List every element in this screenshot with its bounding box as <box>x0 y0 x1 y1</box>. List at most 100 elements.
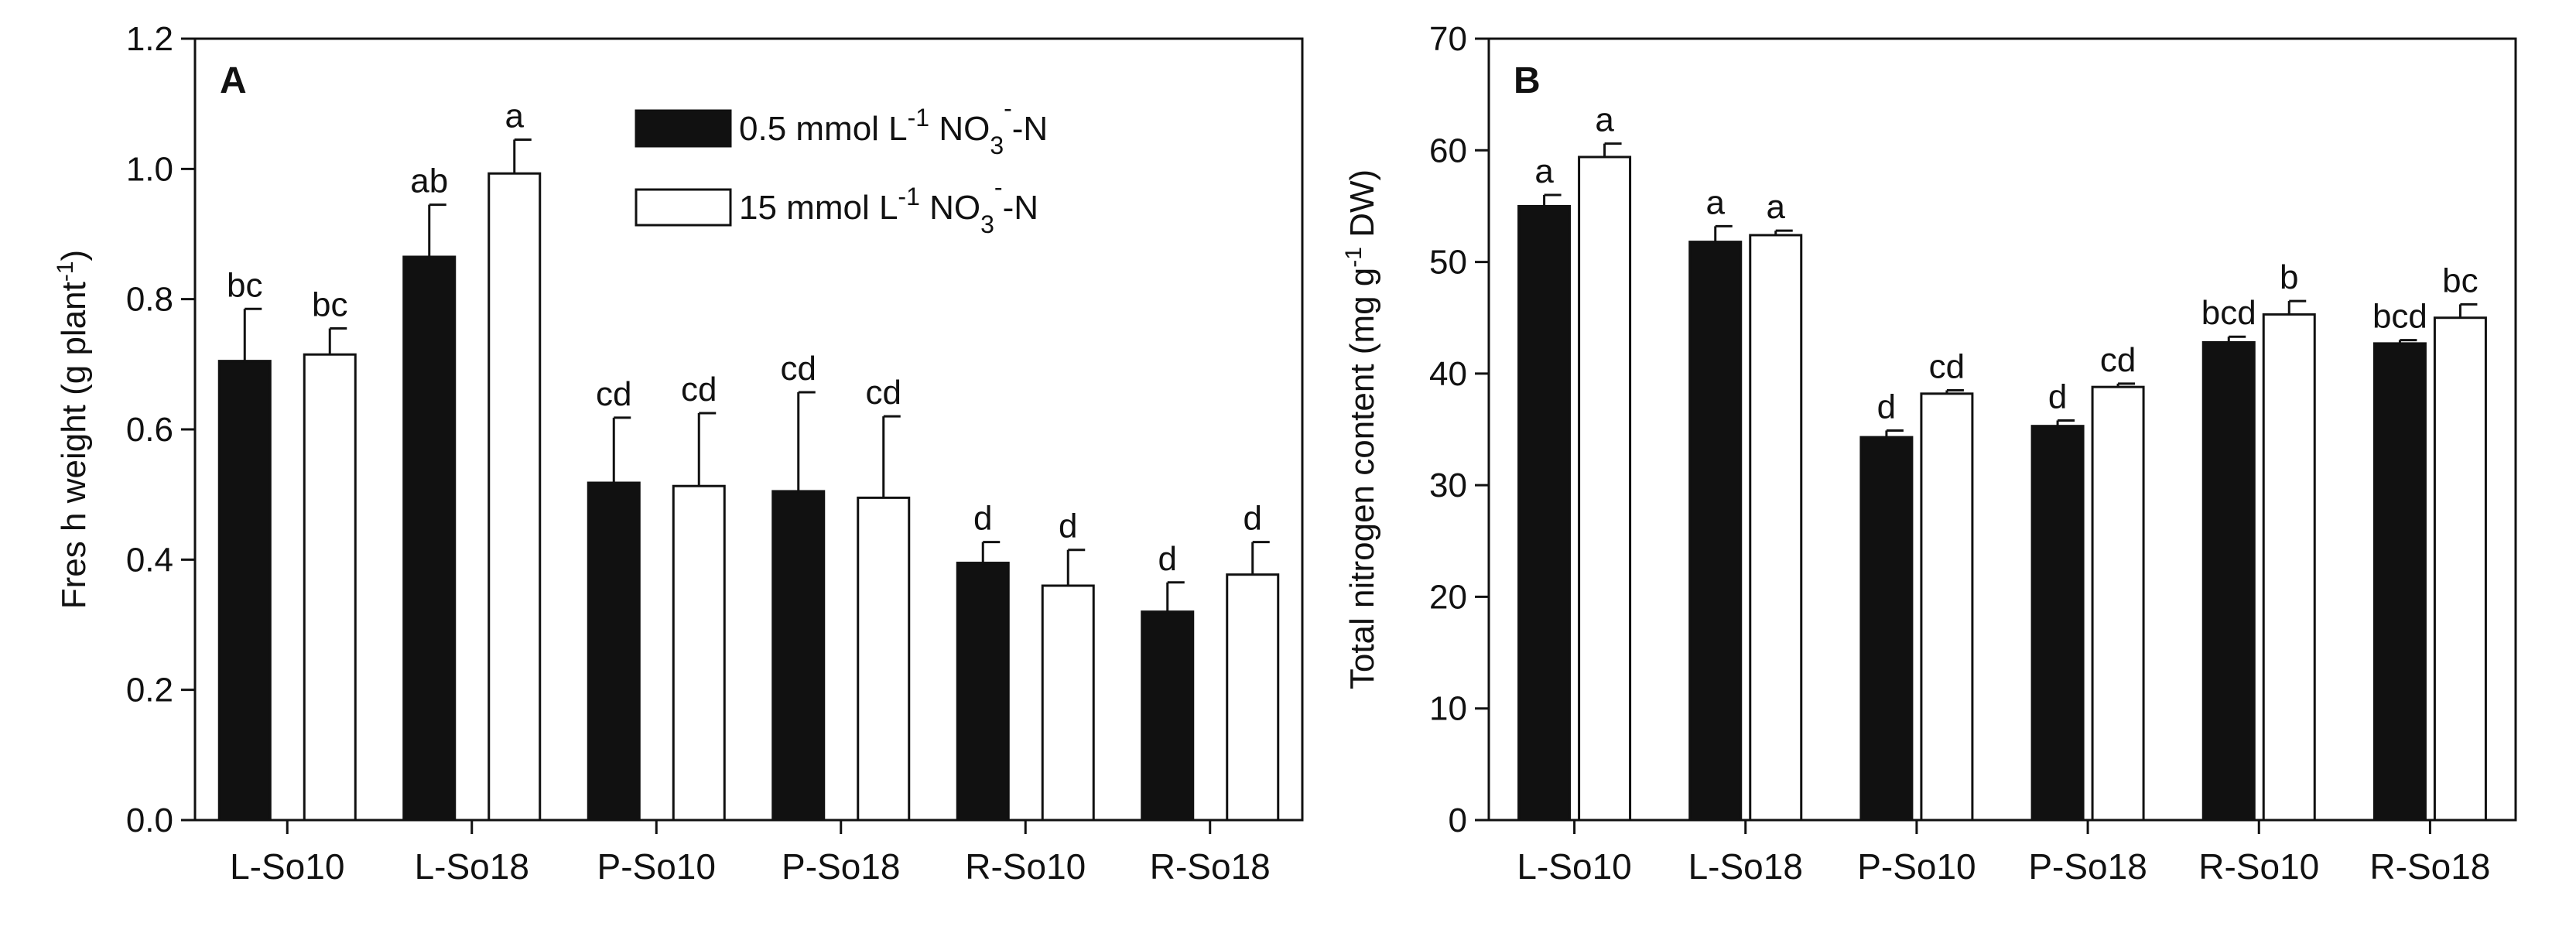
significance-letter: cd <box>1929 348 1965 386</box>
significance-letter: a <box>505 97 525 135</box>
bar-high-n-l-so10 <box>1578 156 1632 822</box>
legend-text: 15 mmol L <box>739 189 898 227</box>
significance-letter: a <box>1767 188 1786 226</box>
bar-high-n-r-so18 <box>2433 316 2487 822</box>
x-tick-label: L-So18 <box>1688 846 1803 887</box>
significance-letter: bc <box>227 266 262 304</box>
legend-swatch-high <box>635 188 732 227</box>
bar-high-n-l-so10 <box>303 353 357 822</box>
bar-high-n-l-so18 <box>487 172 542 822</box>
bar-low-n-r-so10 <box>956 562 1010 822</box>
bar-high-n-p-so18 <box>2091 385 2145 822</box>
x-tick-label: L-So10 <box>230 846 344 887</box>
significance-letter: a <box>1595 101 1614 139</box>
y-axis-title: Fres h weight (g plant-1) <box>53 250 94 609</box>
y-tick-label: 0.8 <box>126 281 173 319</box>
legend-sub: 3 <box>990 132 1004 159</box>
y-tick-label: 1.0 <box>126 150 173 188</box>
significance-letter: d <box>2048 378 2067 415</box>
bar-high-n-r-so18 <box>1226 573 1280 822</box>
significance-letter: a <box>1534 152 1554 190</box>
y-axis-title-tail: DW) <box>1343 169 1381 247</box>
y-tick-label: 30 <box>1429 467 1467 504</box>
legend-text: NO <box>929 110 990 148</box>
y-axis-title-sup: -1 <box>1341 247 1367 268</box>
legend: 0.5 mmol L-1 NO3--N15 mmol L-1 NO3--N <box>635 94 1048 238</box>
bar-low-n-l-so18 <box>1688 241 1743 822</box>
significance-letter: bc <box>312 286 347 324</box>
significance-letter: cd <box>681 371 717 408</box>
bar-low-n-p-so10 <box>1859 436 1914 822</box>
y-tick-label: 40 <box>1429 355 1467 393</box>
x-tick-label: L-So18 <box>415 846 529 887</box>
significance-letter: cd <box>2100 341 2136 379</box>
significance-letter: ab <box>410 162 448 200</box>
y-tick-label: 0 <box>1449 802 1467 839</box>
significance-letter: cd <box>866 374 901 412</box>
legend-sup: - <box>1004 94 1012 122</box>
y-tick-label: 0.0 <box>126 802 173 839</box>
legend-text: -N <box>1003 189 1038 227</box>
y-tick-label: 10 <box>1429 690 1467 728</box>
y-axis-title-main: Total nitrogen content (mg g <box>1343 268 1381 689</box>
x-tick-label: R-So18 <box>2369 846 2490 887</box>
significance-letter: bc <box>2442 261 2478 299</box>
y-axis-title-main: Fres h weight (g plant <box>55 282 93 609</box>
y-tick-label: 50 <box>1429 244 1467 282</box>
y-axis-title-sup: -1 <box>53 261 78 282</box>
x-tick-label: R-So10 <box>2198 846 2319 887</box>
significance-letter: bcd <box>2372 298 2427 336</box>
significance-letter: d <box>1244 500 1262 538</box>
bar-low-n-l-so10 <box>217 360 272 822</box>
legend-sub: 3 <box>980 210 994 238</box>
bar-high-n-p-so18 <box>857 496 911 822</box>
bar-high-n-p-so10 <box>1920 392 1974 822</box>
y-tick-label: 0.2 <box>126 672 173 709</box>
y-tick-label: 0.6 <box>126 411 173 449</box>
y-tick-label: 1.2 <box>126 20 173 58</box>
plot-frame <box>1487 37 2517 822</box>
y-tick-label: 70 <box>1429 20 1467 58</box>
significance-letter: d <box>973 500 992 538</box>
bar-low-n-p-so10 <box>587 481 641 822</box>
y-axis-title: Total nitrogen content (mg g-1 DW) <box>1341 169 1382 689</box>
bar-low-n-p-so18 <box>771 490 826 822</box>
bar-high-n-l-so18 <box>1749 234 1803 822</box>
legend-text: NO <box>920 189 980 227</box>
significance-letter: a <box>1706 183 1726 221</box>
significance-letter: bcd <box>2201 294 2256 332</box>
significance-letter: b <box>2280 258 2298 296</box>
plot-frame <box>193 37 1304 822</box>
bar-high-n-r-so10 <box>1041 584 1095 822</box>
legend-text: -N <box>1012 110 1048 148</box>
bar-low-n-l-so18 <box>402 255 457 822</box>
legend-sup: - <box>994 173 1003 201</box>
y-tick-label: 0.4 <box>126 541 173 579</box>
bar-low-n-r-so10 <box>2201 340 2256 822</box>
significance-letter: d <box>1158 540 1177 578</box>
y-axis-title-tail: ) <box>55 250 93 261</box>
panel-b: a a d d bcd bcd a a cd cd b bc 0 10 20 30 40 50 60 70 L-So10… <box>1341 20 2517 887</box>
legend-swatch-low <box>635 109 732 148</box>
legend-label-high: 15 mmol L-1 NO3--N <box>739 173 1038 238</box>
legend-text: 0.5 mmol L <box>739 110 908 148</box>
x-tick-label: P-So10 <box>597 846 716 887</box>
bar-low-n-p-so18 <box>2030 425 2085 822</box>
bar-low-n-l-so10 <box>1517 204 1572 822</box>
y-tick-label: 20 <box>1429 578 1467 616</box>
bar-high-n-p-so10 <box>672 484 726 822</box>
panel-label: B <box>1514 60 1541 101</box>
x-tick-label: P-So18 <box>782 846 900 887</box>
x-tick-label: R-So18 <box>1150 846 1271 887</box>
bar-low-n-r-so18 <box>1141 610 1195 822</box>
x-tick-label: L-So10 <box>1517 846 1631 887</box>
significance-letter: d <box>1877 388 1896 426</box>
significance-letter: cd <box>596 375 631 413</box>
panel-label: A <box>220 60 247 101</box>
legend-label-low: 0.5 mmol L-1 NO3--N <box>739 94 1048 159</box>
x-tick-label: P-So18 <box>2028 846 2147 887</box>
significance-letter: cd <box>781 350 816 388</box>
bar-low-n-r-so18 <box>2372 342 2427 822</box>
